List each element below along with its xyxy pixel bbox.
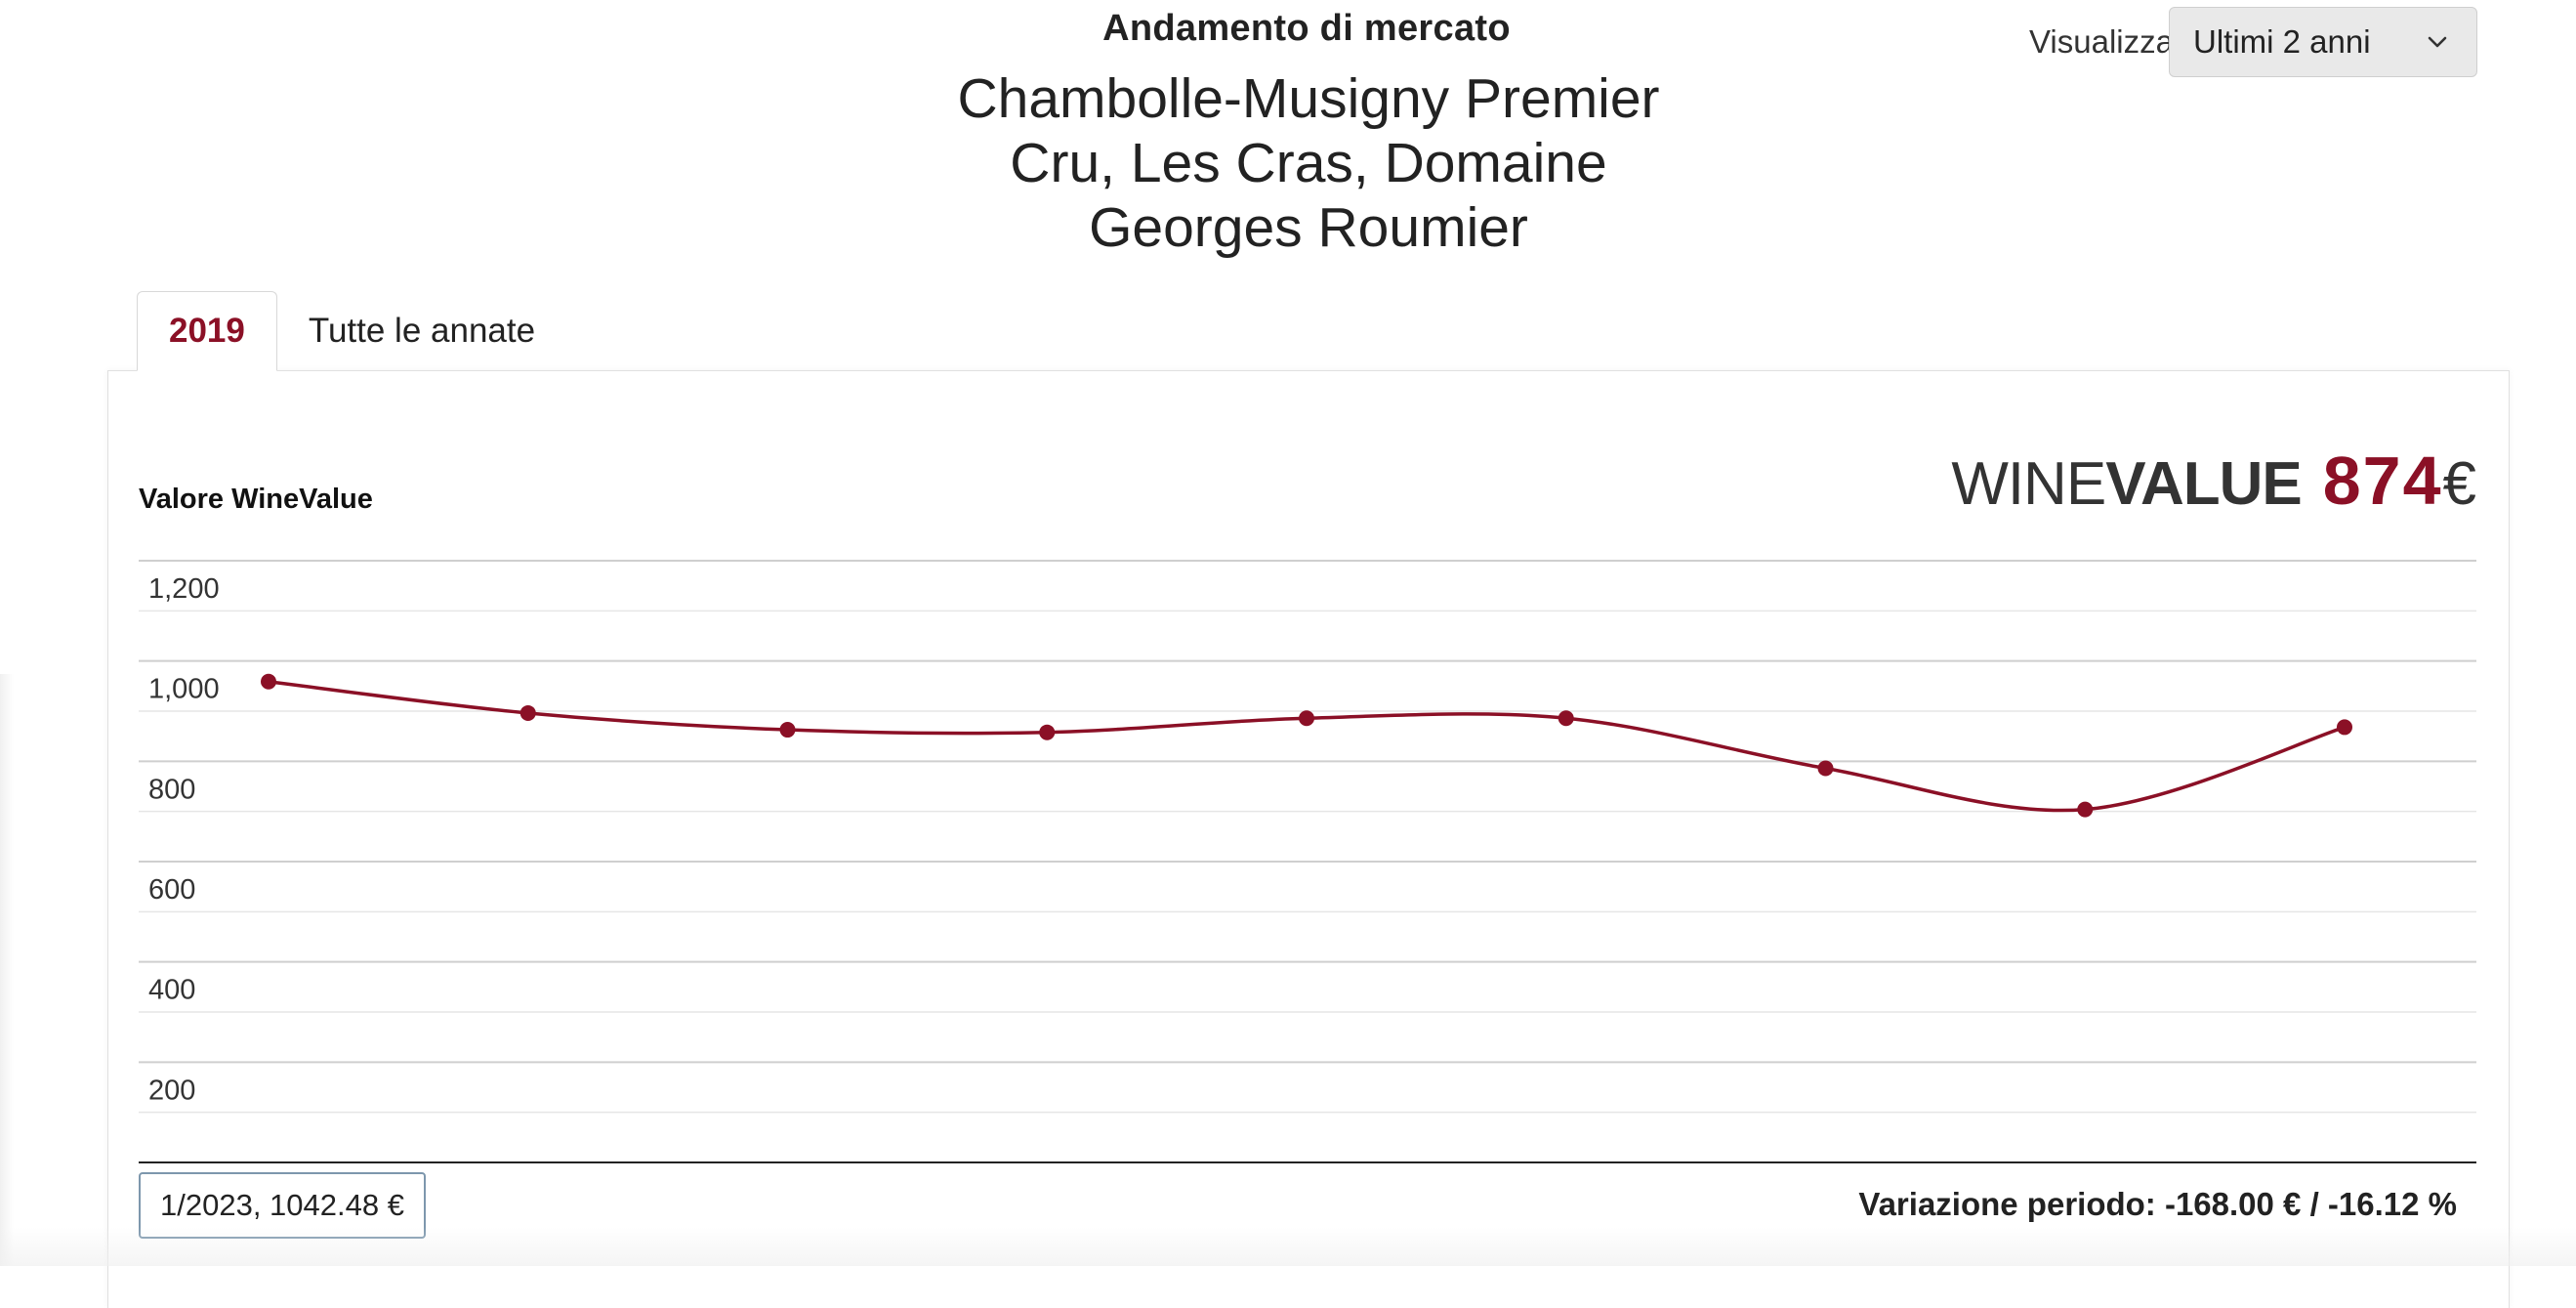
left-edge-shadow [0,674,14,1266]
chevron-down-icon [2428,36,2447,48]
wine-name-line-2: Cru, Les Cras, Domaine [1010,132,1607,194]
winevalue-badge: WINE VALUE 874 € [1951,442,2476,520]
period-select[interactable]: Ultimi 2 anni [2169,7,2477,77]
period-select-value: Ultimi 2 anni [2193,23,2371,60]
winevalue-amount: 874 [2322,443,2443,519]
vintage-tabs: 2019 Tutte le annate [137,291,566,371]
data-point-5[interactable] [1299,710,1314,727]
winevalue-currency: € [2442,450,2476,518]
chart-label: Valore WineValue [139,484,373,515]
tab-2019[interactable]: 2019 [137,291,277,371]
bottom-fade [0,1227,2576,1266]
chart-panel [107,370,2510,1308]
data-point-7[interactable] [1817,760,1834,777]
wine-name-line-3: Georges Roumier [1089,196,1528,259]
data-point-4[interactable] [1039,724,1056,740]
page-title: Andamento di mercato [1102,8,1511,49]
wine-name-line-1: Chambolle-Musigny Premier [957,67,1660,130]
view-label: Visualizza [2029,23,2174,60]
period-variation: Variazione periodo: -168.00 € / -16.12 % [1858,1186,2457,1222]
wine-name: Chambolle-Musigny Premier Cru, Les Cras,… [859,66,1758,260]
data-point-8[interactable] [2077,801,2094,818]
data-point-6[interactable] [1558,710,1574,727]
data-point-1[interactable] [261,673,276,690]
data-point-2[interactable] [519,704,536,721]
data-point-9[interactable] [2337,719,2352,736]
winevalue-brand-light: WINE [1951,450,2106,518]
tab-all-vintages[interactable]: Tutte le annate [308,312,536,350]
winevalue-brand-bold: VALUE [2105,450,2303,518]
data-point-3[interactable] [779,722,796,738]
